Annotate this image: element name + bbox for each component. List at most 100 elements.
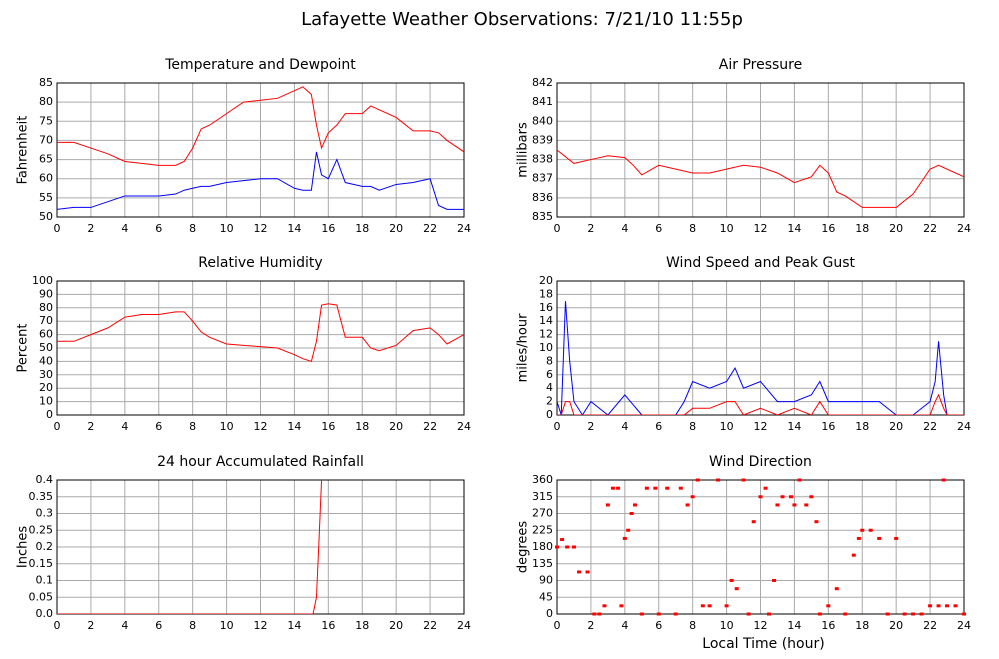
data-point (928, 604, 933, 608)
y-axis-label: miles/hour (516, 313, 531, 382)
x-tick-label: 18 (855, 222, 869, 235)
x-tick-label: 2 (87, 420, 94, 433)
y-tick-label: 80 (39, 301, 53, 314)
data-point (877, 536, 882, 540)
x-tick-label: 18 (355, 619, 369, 632)
x-tick-label: 16 (321, 222, 335, 235)
x-tick-label: 22 (923, 619, 937, 632)
data-point (962, 612, 966, 616)
data-line (57, 151, 464, 210)
data-point (555, 545, 559, 549)
y-tick-label: 2 (546, 395, 553, 408)
y-tick-label: 315 (532, 490, 553, 503)
data-point (902, 612, 907, 616)
y-tick-label: 838 (532, 153, 553, 166)
plot-frame (56, 82, 465, 218)
data-point (716, 478, 721, 482)
data-point (826, 604, 831, 608)
data-point (622, 536, 627, 540)
x-tick-label: 6 (655, 619, 662, 632)
x-tick-label: 6 (655, 222, 662, 235)
y-tick-label: 842 (532, 76, 553, 89)
x-tick-label: 24 (457, 420, 471, 433)
y-tick-label: 18 (539, 287, 553, 300)
data-point (653, 486, 658, 490)
x-tick-label: 8 (689, 619, 696, 632)
x-tick-label: 4 (121, 222, 128, 235)
data-point (834, 587, 839, 591)
data-point (809, 495, 814, 499)
x-tick-label: 0 (54, 420, 61, 433)
x-tick-label: 8 (189, 420, 196, 433)
x-tick-label: 12 (754, 619, 768, 632)
y-tick-label: 12 (539, 328, 553, 341)
data-line (57, 86, 464, 166)
x-tick-label: 2 (87, 619, 94, 632)
data-point (843, 612, 848, 616)
data-point (673, 612, 678, 616)
data-point (602, 604, 607, 608)
x-tick-label: 18 (355, 420, 369, 433)
x-tick-label: 6 (155, 222, 162, 235)
x-tick-label: 16 (821, 420, 835, 433)
data-point (941, 478, 946, 482)
data-point (856, 536, 861, 540)
y-tick-label: 841 (532, 95, 553, 108)
chart-title: 24 hour Accumulated Rainfall (157, 454, 364, 470)
x-tick-label: 20 (389, 222, 403, 235)
y-tick-label: 836 (532, 191, 553, 204)
y-tick-label: 6 (546, 368, 553, 381)
x-tick-label: 24 (957, 420, 971, 433)
x-tick-label: 2 (587, 222, 594, 235)
data-point (633, 503, 638, 507)
chart-title: Temperature and Dewpoint (164, 57, 356, 73)
plot-frame (56, 280, 465, 416)
x-tick-label: 6 (155, 619, 162, 632)
y-tick-label: 0.15 (29, 557, 54, 570)
data-point (695, 478, 700, 482)
y-tick-label: 75 (39, 114, 53, 127)
x-tick-label: 10 (220, 420, 234, 433)
x-tick-label: 4 (621, 222, 628, 235)
y-tick-label: 20 (39, 381, 53, 394)
data-point (729, 579, 734, 582)
x-tick-label: 0 (554, 619, 561, 632)
y-axis-label: millibars (516, 122, 531, 178)
y-tick-label: 0.4 (36, 473, 54, 486)
data-point (789, 495, 794, 499)
x-tick-label: 10 (720, 222, 734, 235)
x-tick-label: 24 (957, 619, 971, 632)
y-tick-label: 100 (32, 274, 53, 287)
data-point (597, 612, 602, 616)
x-tick-label: 8 (689, 420, 696, 433)
data-point (792, 503, 797, 507)
x-tick-label: 18 (855, 420, 869, 433)
data-point (700, 604, 705, 608)
y-tick-label: 10 (539, 341, 553, 354)
data-point (797, 478, 802, 482)
x-tick-label: 8 (189, 222, 196, 235)
x-tick-label: 22 (923, 222, 937, 235)
data-point (585, 570, 590, 574)
x-tick-label: 24 (457, 222, 471, 235)
y-tick-label: 30 (39, 368, 53, 381)
y-tick-label: 70 (39, 133, 53, 146)
x-tick-label: 8 (689, 222, 696, 235)
x-tick-label: 20 (889, 420, 903, 433)
y-tick-label: 60 (39, 328, 53, 341)
data-point (685, 503, 690, 507)
plot-frame (556, 280, 965, 416)
data-point (780, 495, 785, 499)
data-point (945, 604, 950, 608)
data-point (560, 538, 565, 542)
x-tick-label: 20 (889, 619, 903, 632)
y-tick-label: 4 (546, 381, 553, 394)
x-tick-label: 10 (220, 222, 234, 235)
x-tick-label: 24 (457, 619, 471, 632)
data-point (565, 545, 570, 549)
data-point (763, 486, 768, 490)
x-tick-label: 16 (821, 222, 835, 235)
data-point (644, 486, 649, 490)
